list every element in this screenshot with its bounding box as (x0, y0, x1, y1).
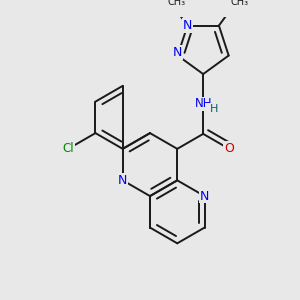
Text: N: N (118, 174, 128, 187)
Text: N: N (173, 46, 182, 59)
Text: CH₃: CH₃ (167, 0, 185, 8)
Text: CH₃: CH₃ (230, 0, 248, 8)
Text: H: H (210, 104, 218, 114)
Text: N: N (183, 19, 192, 32)
Text: Cl: Cl (62, 142, 74, 155)
Text: N: N (200, 190, 209, 202)
Text: O: O (224, 142, 234, 155)
Text: NH: NH (194, 98, 212, 110)
